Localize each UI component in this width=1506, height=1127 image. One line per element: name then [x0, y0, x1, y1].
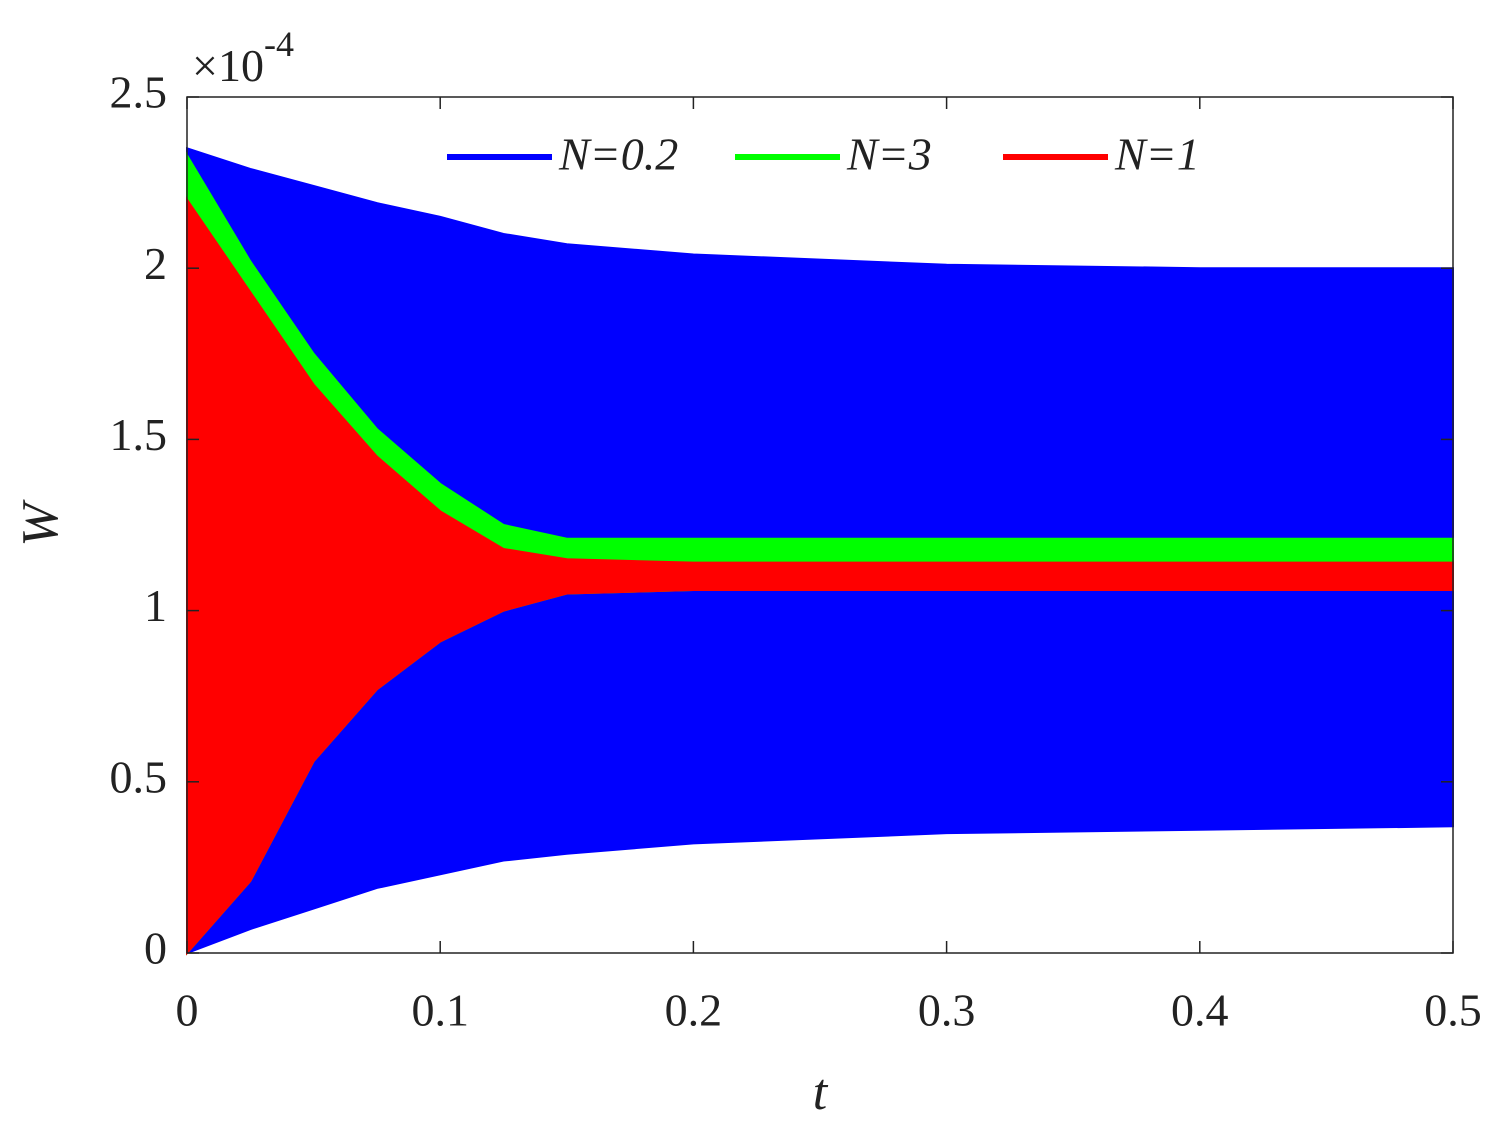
x-tick-label: 0.1: [411, 985, 469, 1036]
plot-frame: [186, 96, 1454, 954]
legend-label: N=0.2: [558, 129, 678, 180]
legend-label: N=1: [1114, 129, 1200, 180]
y-axis-label: W: [12, 499, 69, 547]
y-tick-label: 2.5: [110, 67, 168, 118]
legend-label: N=3: [846, 129, 932, 180]
x-tick-label: 0.5: [1424, 985, 1482, 1036]
x-tick-label: 0.2: [665, 985, 723, 1036]
x-tick-label: 0: [176, 985, 199, 1036]
x-tick-label: 0.4: [1171, 985, 1229, 1036]
y-tick-label: 1: [144, 580, 167, 631]
y-scale-exponent: -4: [264, 24, 294, 64]
y-scale-label: ×10-4: [192, 24, 294, 90]
x-tick-label: 0.3: [918, 985, 976, 1036]
y-tick-label: 2: [144, 238, 167, 289]
x-axis-label: t: [813, 1064, 829, 1121]
y-scale-base: ×10: [192, 40, 264, 91]
y-tick-label: 0.5: [110, 751, 168, 802]
y-tick-label: 0: [144, 923, 167, 974]
y-tick-label: 1.5: [110, 409, 168, 460]
